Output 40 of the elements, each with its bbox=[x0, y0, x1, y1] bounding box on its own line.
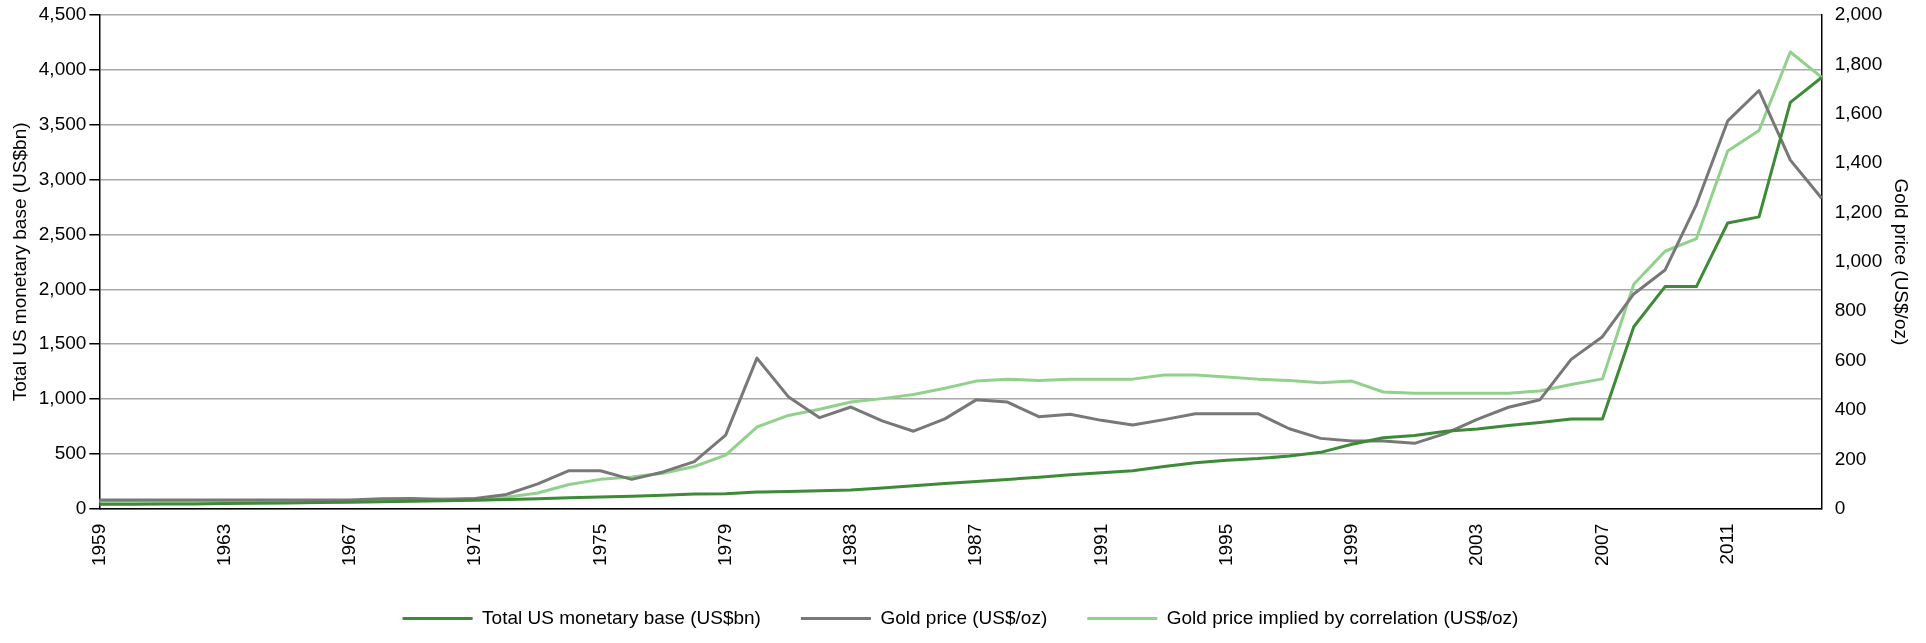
y2-tick-label: 600 bbox=[1834, 348, 1867, 370]
legend-label: Gold price (US$/oz) bbox=[880, 606, 1048, 628]
x-tick-label: 1963 bbox=[212, 523, 234, 567]
x-tick-label: 1987 bbox=[964, 523, 986, 567]
x-tick-label: 1991 bbox=[1089, 523, 1111, 567]
y2-tick-label: 1,800 bbox=[1834, 52, 1883, 74]
y-tick-label: 3,000 bbox=[38, 167, 87, 189]
y-tick-label: 2,000 bbox=[38, 277, 87, 299]
y-tick-label: 1,500 bbox=[38, 332, 87, 354]
legend-label: Total US monetary base (US$bn) bbox=[482, 606, 761, 628]
y-tick-label: 0 bbox=[75, 496, 87, 518]
x-tick-label: 2003 bbox=[1465, 523, 1487, 567]
x-tick-label: 1983 bbox=[839, 523, 861, 567]
y-tick-label: 4,000 bbox=[38, 58, 87, 80]
y-tick-label: 4,500 bbox=[38, 3, 87, 25]
x-tick-label: 1995 bbox=[1214, 523, 1236, 567]
y2-tick-label: 1,000 bbox=[1834, 250, 1883, 272]
x-tick-label: 1999 bbox=[1340, 523, 1362, 567]
x-tick-label: 2007 bbox=[1590, 523, 1612, 567]
y2-axis-title: Gold price (US$/oz) bbox=[1891, 178, 1913, 346]
y-axis-title: Total US monetary base (US$bn) bbox=[8, 122, 30, 402]
y-tick-label: 500 bbox=[54, 442, 87, 464]
x-tick-label: 1959 bbox=[87, 523, 109, 567]
y-tick-label: 3,500 bbox=[38, 112, 87, 134]
y2-tick-label: 1,400 bbox=[1834, 151, 1883, 173]
y-tick-label: 1,000 bbox=[38, 387, 87, 409]
x-tick-label: 1971 bbox=[463, 523, 485, 567]
legend-label: Gold price implied by correlation (US$/oz) bbox=[1166, 606, 1519, 628]
x-tick-label: 1979 bbox=[713, 523, 735, 567]
y2-tick-label: 1,200 bbox=[1834, 200, 1883, 222]
x-tick-label: 1967 bbox=[338, 523, 360, 567]
y2-tick-label: 200 bbox=[1834, 447, 1867, 469]
y2-tick-label: 0 bbox=[1834, 496, 1846, 518]
x-tick-label: 2011 bbox=[1715, 523, 1737, 565]
y-tick-label: 2,500 bbox=[38, 222, 87, 244]
y2-tick-label: 400 bbox=[1834, 398, 1867, 420]
y2-tick-label: 800 bbox=[1834, 299, 1867, 321]
y2-tick-label: 2,000 bbox=[1834, 3, 1883, 25]
y2-tick-label: 1,600 bbox=[1834, 101, 1883, 123]
x-tick-label: 1975 bbox=[588, 523, 610, 567]
